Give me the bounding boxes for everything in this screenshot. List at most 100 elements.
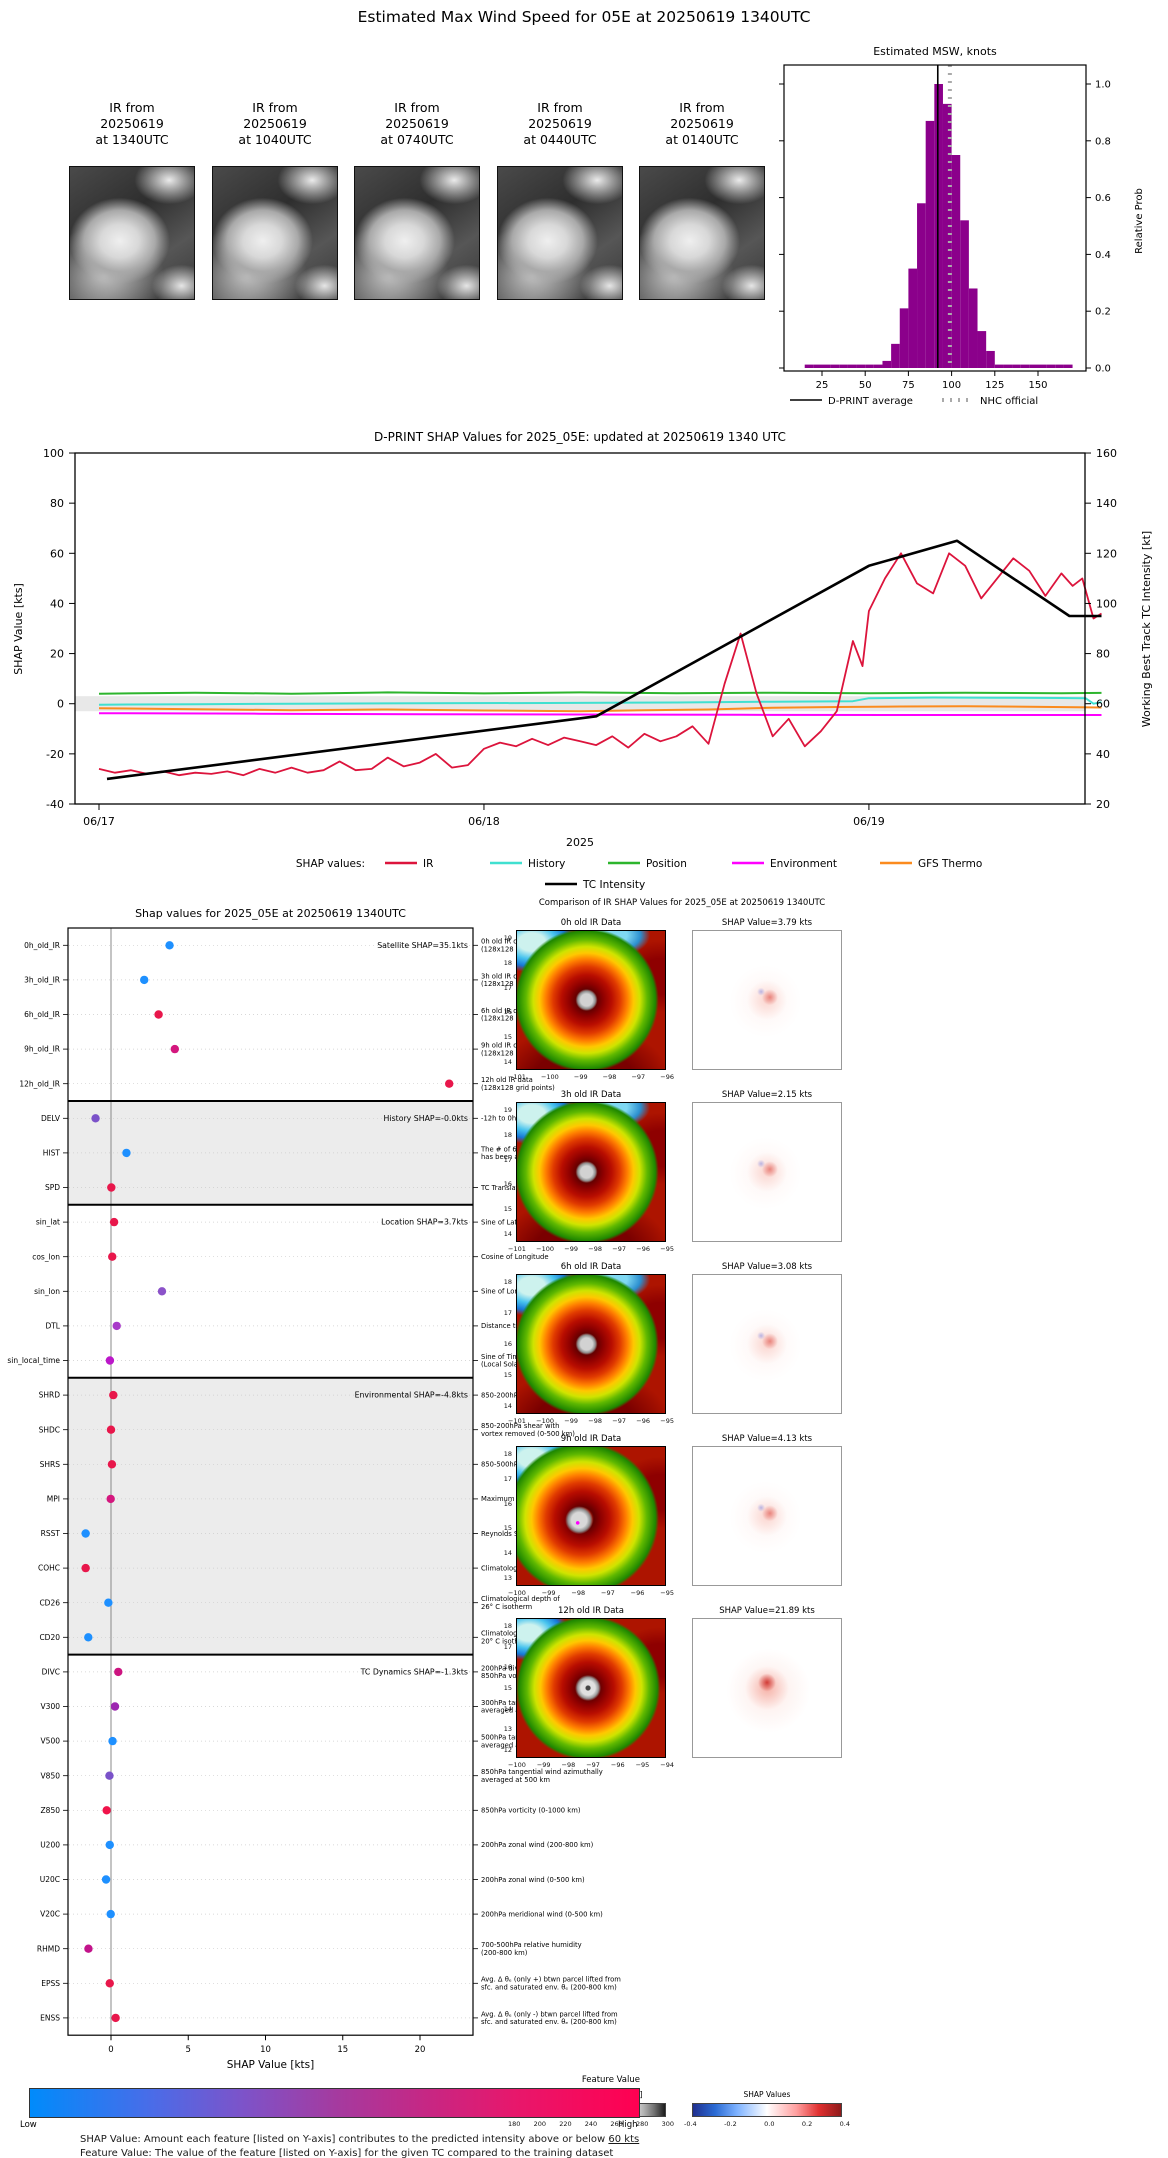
ts-series-GFS-Thermo xyxy=(98,705,1102,713)
ts-legend-IR: IR xyxy=(423,858,433,870)
ts-ytick-left: 100 xyxy=(43,447,64,460)
hist-bar xyxy=(977,331,987,368)
hist-ytick: 0.6 xyxy=(1095,193,1111,204)
feature-desc-9h_old_IR: 9h old IR data xyxy=(481,1042,529,1050)
feature-desc-DTL: Distance to Land xyxy=(481,1322,538,1330)
ts-ytick-right: 140 xyxy=(1096,497,1117,510)
dotplot-xlabel: SHAP Value [kts] xyxy=(227,2059,314,2071)
feature-desc-V850: 850hPa tangential wind azimuthally xyxy=(481,1768,603,1776)
feature-label-SPD: SPD xyxy=(45,1183,60,1192)
footnote-feature-value: Feature Value: The value of the feature … xyxy=(80,2148,614,2158)
shap-dot-V300 xyxy=(110,1702,120,1711)
ts-ytick-right: 40 xyxy=(1096,748,1110,761)
cmp-ir-title-0: 0h old IR Data xyxy=(560,918,622,928)
cmp-shap-map-4 xyxy=(692,1618,842,1758)
feature-desc-RHMD: 700-500hPa relative humidity xyxy=(481,1941,582,1949)
ts-xtick: 06/19 xyxy=(853,815,885,828)
ts-ytick-left: 20 xyxy=(50,648,64,661)
hist-bar xyxy=(986,350,995,368)
feature-label-sin_lon: sin_lon xyxy=(34,1287,60,1296)
ir-thumbnail-caption: IR from 20250619 at 0140UTC xyxy=(665,100,739,147)
ts-legend-GFS-Thermo: GFS Thermo xyxy=(918,858,982,870)
hist-xtick: 150 xyxy=(1028,380,1047,391)
msw-histogram: Estimated MSW, knots 25 50 75 100 125 150 0.0 0.… xyxy=(779,45,1145,407)
shap-values-colorbar-title: SHAP Values xyxy=(743,2090,791,2099)
dotplot-xtick: 15 xyxy=(337,2045,348,2055)
ts-ytick-right: 120 xyxy=(1096,547,1117,560)
svg-text:Estimated MSW, knots: Estimated MSW, knots xyxy=(873,45,997,58)
cmp-ir-xticks-3: −100 −99 −98 −97 −96 −95 xyxy=(508,1589,674,1597)
shap-dot-DIVC xyxy=(114,1667,123,1677)
hist-bar xyxy=(1055,364,1064,368)
hist-bar xyxy=(847,364,857,368)
hist-bar xyxy=(1038,364,1047,368)
hist-bar xyxy=(1012,364,1021,368)
feature-desc-RSST: Reynolds SST xyxy=(481,1530,528,1538)
shap-dot-ENSS xyxy=(111,2013,120,2023)
hist-bar xyxy=(934,84,943,368)
hist-bar xyxy=(1029,364,1038,368)
cmp-ir-image-1 xyxy=(516,1102,666,1242)
dotplot-xtick: 0 xyxy=(108,2045,113,2055)
feature-label-U20C: U20C xyxy=(40,1875,60,1884)
dotplot-xtick: 20 xyxy=(415,2045,426,2055)
feature-desc-0h_old_IR: 0h old IR data xyxy=(481,938,529,946)
shap-dot-CD20 xyxy=(84,1633,93,1642)
feature-label-SHRD: SHRD xyxy=(39,1391,61,1400)
ts-ylabel-right: Working Best Track TC Intensity [kt] xyxy=(1140,531,1153,727)
cmp-shap-map-1 xyxy=(692,1102,842,1242)
shap-dot-sin_lat xyxy=(109,1217,119,1227)
cmp-shap-title-1: SHAP Value=2.15 kts xyxy=(721,1090,813,1100)
hist-ytick: 0.0 xyxy=(1095,364,1111,375)
hist-bar xyxy=(968,288,978,368)
cmp-ir-title-2: 6h old IR Data xyxy=(560,1262,622,1272)
group-label-1: History SHAP=-0.0kts xyxy=(384,1114,468,1123)
hist-ytick: 0.8 xyxy=(1095,136,1111,147)
shap-dot-SHDC xyxy=(106,1425,116,1434)
feature-desc-EPSS: Avg. Δ θₑ (only +) btwn parcel lifted fr… xyxy=(481,1976,621,1984)
ts-ytick-left: 80 xyxy=(50,497,64,510)
cmp-shap-map-3 xyxy=(692,1446,842,1586)
feature-label-ENSS: ENSS xyxy=(40,2014,60,2023)
ts-ytick-left: -40 xyxy=(46,798,64,811)
cmp-ir-xticks-2: −101 −100 −99 −98 −97 −96 −95 xyxy=(508,1417,674,1425)
group-label-0: Satellite SHAP=35.1kts xyxy=(377,941,468,950)
feature-label-12h_old_IR: 12h_old_IR xyxy=(19,1079,60,1088)
hist-bar xyxy=(1063,364,1073,368)
ts-series-IR xyxy=(98,552,1102,777)
feature-desc-V500: averaged at 500 km xyxy=(481,1741,550,1749)
hist-bar xyxy=(899,308,909,368)
dotplot-xtick: 5 xyxy=(186,2045,191,2055)
hist-xtick: 25 xyxy=(816,380,829,391)
hist-ytick: 0.2 xyxy=(1095,307,1111,318)
feature-desc-sin_local_time: (Local Solar Time) xyxy=(481,1361,543,1369)
cmp-shap-title-0: SHAP Value=3.79 kts xyxy=(721,918,813,928)
hist-bar xyxy=(1046,364,1056,368)
ts-ylabel-left: SHAP Value [kts] xyxy=(12,583,25,675)
ts-series-TC-Intensity xyxy=(106,539,1102,781)
hist-bar xyxy=(942,103,952,368)
ts-ytick-right: 100 xyxy=(1096,597,1117,610)
hist-xtick: 75 xyxy=(902,380,915,391)
feature-label-V850: V850 xyxy=(41,1771,61,1780)
ir-satellite-thumbnail xyxy=(639,166,765,300)
feature-desc-12h_old_IR: (128x128 grid points) xyxy=(481,1084,555,1092)
hist-bar xyxy=(994,364,1004,368)
feature-label-sin_lat: sin_lat xyxy=(36,1218,60,1227)
cmp-ir-title-3: 9h old IR Data xyxy=(560,1434,622,1444)
feature-desc-V850: averaged at 500 km xyxy=(481,1776,550,1784)
feature-desc-RHMD: (200-800 km) xyxy=(481,1949,528,1957)
ts-series-Environment xyxy=(98,712,1102,716)
feature-label-DELV: DELV xyxy=(41,1114,61,1123)
feature-label-sin_local_time: sin_local_time xyxy=(7,1356,60,1365)
cmp-ir-image-0 xyxy=(516,930,666,1070)
feature-desc-sin_local_time: Sine of Time of Day xyxy=(481,1353,548,1361)
shap-dot-MPI xyxy=(106,1494,115,1504)
feature-label-V20C: V20C xyxy=(40,1910,60,1919)
cmp-ir-title-4: 12h old IR Data xyxy=(558,1606,624,1616)
group-label-3: Environmental SHAP=-4.8kts xyxy=(355,1391,468,1400)
shap-dot-CD26 xyxy=(104,1598,113,1607)
cmp-ir-yticks-1: 19 18 17 16 15 14 xyxy=(503,1106,512,1238)
hist-bar xyxy=(822,364,831,368)
